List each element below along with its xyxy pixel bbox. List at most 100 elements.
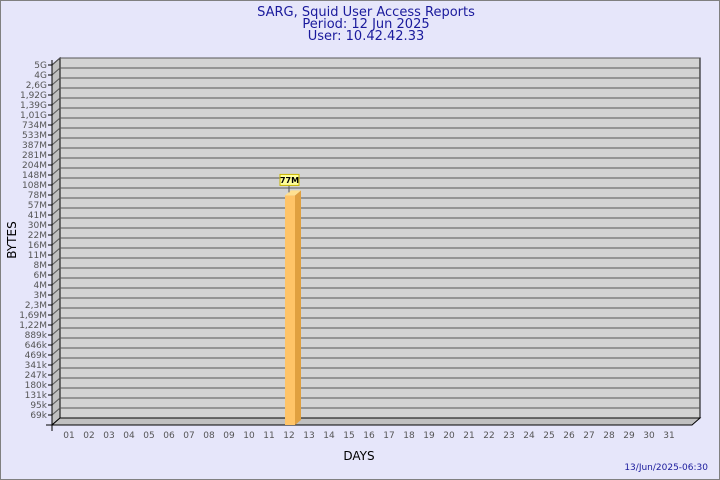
x-tick-label: 13 [303, 431, 314, 441]
y-tick-label: 281M [22, 151, 47, 161]
y-tick-label: 341k [25, 361, 48, 371]
x-tick-label: 20 [443, 431, 455, 441]
grid-diagonal [51, 127, 61, 136]
y-tick-label: 1,01G [20, 111, 47, 121]
x-tick-label: 28 [603, 431, 615, 441]
y-tick-label: 734M [22, 121, 47, 131]
y-tick-label: 5G [34, 61, 47, 71]
y-tick-label: 2,6G [26, 81, 47, 91]
y-tick-label: 889k [25, 331, 48, 341]
x-tick-label: 14 [323, 431, 335, 441]
grid-diagonal [51, 387, 61, 396]
x-tick-label: 19 [423, 431, 435, 441]
x-tick-label: 18 [403, 431, 415, 441]
x-tick-label: 23 [503, 431, 514, 441]
y-tick-label: 247k [25, 371, 48, 381]
grid-diagonal [51, 137, 61, 146]
x-tick-label: 16 [363, 431, 375, 441]
x-tick-label: 24 [523, 431, 535, 441]
grid-diagonal [51, 177, 61, 186]
chart-title: SARG, Squid User Access Reports [257, 5, 475, 20]
grid-diagonal [51, 327, 61, 336]
grid-diagonal [51, 117, 61, 126]
y-tick-label: 41M [28, 211, 47, 221]
y-tick-label: 204M [22, 161, 47, 171]
x-tick-label: 27 [583, 431, 594, 441]
y-tick-label: 180k [25, 381, 48, 391]
y-tick-label: 11M [28, 251, 47, 261]
y-tick-label: 57M [28, 201, 47, 211]
y-tick-label: 108M [22, 181, 47, 191]
x-tick-label: 05 [143, 431, 154, 441]
grid-diagonal [51, 227, 61, 236]
grid-diagonal [51, 257, 61, 266]
bar-side-day-12 [295, 190, 301, 425]
grid-diagonal [51, 207, 61, 216]
x-tick-label: 26 [563, 431, 575, 441]
grid-diagonal [51, 277, 61, 286]
grid-diagonal [51, 267, 61, 276]
grid-diagonal [51, 397, 61, 406]
grid-diagonal [51, 77, 61, 86]
y-axis-label: BYTES [5, 221, 19, 258]
grid-diagonal [51, 297, 61, 306]
x-tick-label: 10 [243, 431, 255, 441]
x-tick-label: 04 [123, 431, 135, 441]
y-tick-label: 469k [25, 351, 48, 361]
y-tick-label: 4G [34, 71, 47, 81]
grid-diagonal [51, 357, 61, 366]
x-tick-label: 30 [643, 431, 655, 441]
y-tick-label: 1,92G [20, 91, 47, 101]
x-tick-label: 08 [203, 431, 215, 441]
chart-subtitle-period: Period: 12 Jun 2025 [302, 17, 429, 32]
y-tick-label: 646k [25, 341, 48, 351]
y-tick-label: 78M [28, 191, 47, 201]
y-tick-label: 2,3M [25, 301, 47, 311]
y-tick-label: 1,22M [19, 321, 47, 331]
x-tick-label: 15 [343, 431, 354, 441]
grid-diagonal [51, 217, 61, 226]
x-tick-label: 11 [263, 431, 274, 441]
grid-diagonal [51, 367, 61, 376]
y-tick-label: 95k [30, 401, 47, 411]
x-tick-label: 25 [543, 431, 554, 441]
y-tick-label: 22M [28, 231, 47, 241]
plot-floor [50, 417, 702, 426]
data-label-box [279, 173, 300, 186]
x-tick-label: 01 [63, 431, 74, 441]
y-tick-label: 1,69M [19, 311, 47, 321]
footer-timestamp: 13/Jun/2025-06:30 [624, 463, 708, 473]
grid-diagonal [51, 187, 61, 196]
y-tick-label: 1,39G [20, 101, 47, 111]
grid-diagonal [51, 57, 61, 66]
x-tick-label: 07 [183, 431, 194, 441]
chart-subtitle-user: User: 10.42.42.33 [308, 29, 424, 44]
grid-diagonal [51, 337, 61, 346]
y-tick-label: 69k [30, 411, 47, 421]
grid-diagonal [51, 67, 61, 76]
y-tick-label: 533M [22, 131, 47, 141]
x-tick-label: 09 [223, 431, 235, 441]
grid-diagonal [51, 107, 61, 116]
grid-diagonal [51, 147, 61, 156]
grid-diagonal [51, 347, 61, 356]
grid-diagonal [51, 197, 61, 206]
x-tick-label: 02 [83, 431, 94, 441]
y-tick-label: 8M [34, 261, 48, 271]
y-tick-label: 6M [34, 271, 48, 281]
x-tick-label: 31 [663, 431, 674, 441]
grid-diagonal [51, 307, 61, 316]
grid-diagonal [51, 287, 61, 296]
y-tick-label: 3M [34, 291, 48, 301]
x-tick-label: 06 [163, 431, 175, 441]
y-tick-label: 387M [22, 141, 47, 151]
grid-diagonal [51, 237, 61, 246]
grid-diagonal [51, 407, 61, 416]
x-tick-label: 29 [623, 431, 635, 441]
bar-day-12 [285, 195, 295, 425]
grid-diagonal [51, 247, 61, 256]
y-tick-label: 148M [22, 171, 47, 181]
grid-diagonal [51, 377, 61, 386]
x-tick-label: 21 [463, 431, 474, 441]
x-axis-label: DAYS [343, 449, 374, 463]
